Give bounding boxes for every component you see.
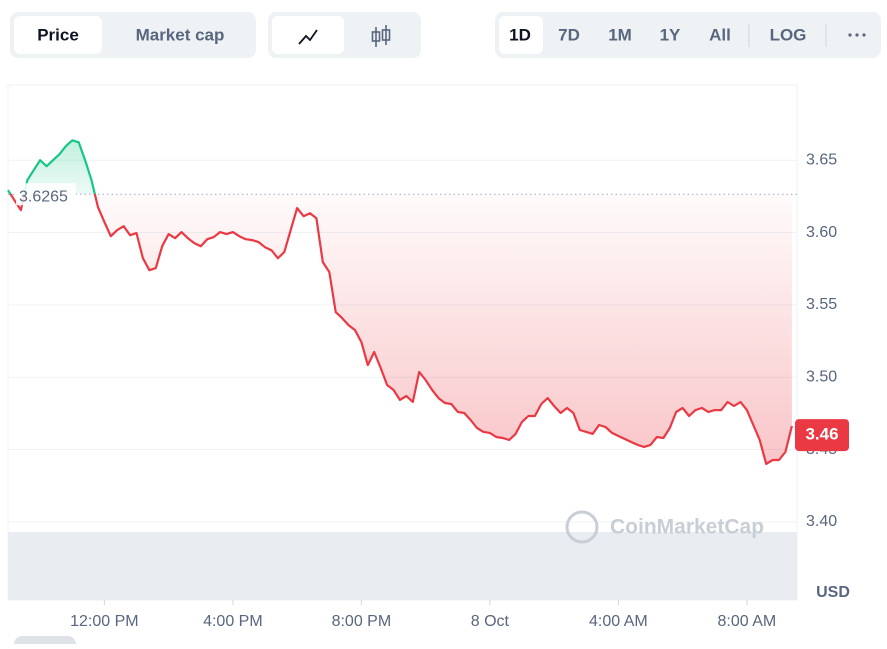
range-all[interactable]: All	[709, 25, 731, 44]
y-tick-label: 3.50	[806, 368, 837, 385]
x-tick-label: 8:00 AM	[718, 613, 777, 630]
range-1m[interactable]: 1M	[608, 25, 632, 44]
candle-button[interactable]	[371, 25, 391, 47]
range-1d[interactable]: 1D	[509, 25, 531, 44]
y-tick-label: 3.60	[806, 224, 837, 241]
reference-label-bg	[16, 183, 76, 206]
y-tick-label: 3.55	[806, 296, 837, 313]
current-price-label: 3.46	[805, 425, 838, 444]
tab-market-cap[interactable]: Market cap	[136, 25, 225, 44]
tab-price[interactable]: Price	[37, 25, 79, 44]
line-icon	[298, 29, 318, 45]
volume-band	[8, 532, 797, 600]
x-tick-label: 8:00 PM	[332, 613, 392, 630]
currency-label: USD	[816, 584, 850, 601]
range-7d[interactable]: 7D	[558, 25, 580, 44]
x-tick-label: 4:00 AM	[589, 613, 648, 630]
y-tick-label: 3.65	[806, 151, 837, 168]
reference-label: 3.6265	[19, 188, 68, 205]
x-tick-label: 12:00 PM	[70, 613, 138, 630]
range-1y[interactable]: 1Y	[660, 25, 681, 44]
y-tick-label: 3.40	[806, 513, 837, 530]
x-tick-label: 4:00 PM	[203, 613, 263, 630]
line-button[interactable]	[272, 16, 344, 54]
log-toggle[interactable]: LOG	[770, 25, 807, 44]
price-area	[8, 140, 792, 464]
x-tick-label: 8 Oct	[471, 613, 510, 630]
range-selected-bg	[499, 16, 543, 54]
price-line	[7, 139, 793, 465]
more-button[interactable]	[848, 33, 866, 37]
current-price-marker	[795, 419, 849, 452]
range-group	[495, 12, 881, 58]
scroll-handle	[14, 636, 76, 649]
tab-selected-bg	[14, 16, 102, 54]
watermark: CoinMarketCap	[565, 510, 764, 544]
watermark-text: CoinMarketCap	[610, 516, 764, 539]
